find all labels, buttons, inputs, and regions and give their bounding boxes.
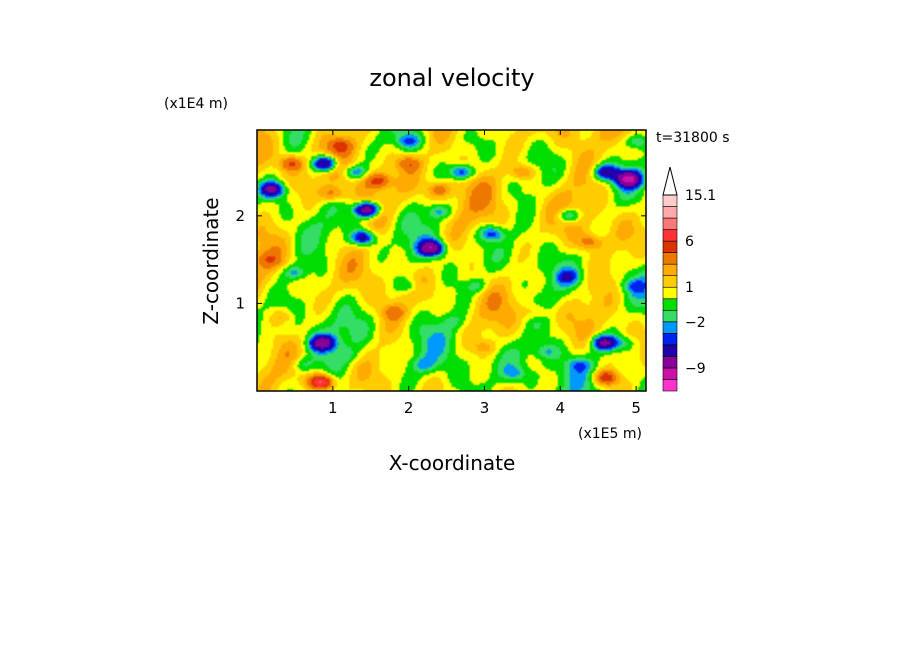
time-label: t=31800 s: [656, 130, 730, 146]
colorbar-tick-label: 15.1: [685, 188, 716, 204]
y-tick-label: 1: [235, 294, 245, 312]
colorbar-swatch: [662, 217, 678, 230]
colorbar-swatch: [662, 229, 678, 242]
x-ticks: 1 2 3 4 5: [328, 130, 641, 417]
colorbar-swatch: [662, 321, 678, 334]
x-tick-label: 4: [556, 399, 566, 417]
colorbar-swatch: [662, 298, 678, 311]
x-tick-label: 5: [631, 399, 641, 417]
colorbar-swatch: [662, 367, 678, 380]
x-tick-label: 2: [404, 399, 414, 417]
colorbar-swatch: [662, 379, 678, 392]
colorbar-swatch: [662, 286, 678, 300]
velocity-field: [257, 130, 646, 391]
x-unit-label: (x1E5 m): [578, 426, 642, 442]
colorbar-swatch: [662, 333, 678, 346]
colorbar-swatch: [662, 356, 678, 369]
colorbar-swatch: [662, 194, 678, 207]
colorbar-tick-label: −9: [685, 361, 706, 377]
y-ticks: 12: [235, 207, 646, 312]
colorbar-swatch: [662, 252, 678, 265]
x-axis-label: X-coordinate: [389, 451, 516, 475]
plot-frame: [256, 129, 647, 392]
x-tick-label: 1: [328, 399, 338, 417]
colorbar-swatch: [662, 344, 678, 357]
y-axis-label: Z-coordinate: [199, 197, 223, 324]
colorbar-swatch: [662, 309, 678, 323]
colorbar-tick-label: 6: [685, 234, 694, 250]
colorbar-max-arrow: [662, 166, 678, 196]
colorbar-swatch: [662, 275, 678, 288]
y-unit-label: (x1E4 m): [164, 96, 228, 112]
chart-title: zonal velocity: [369, 64, 534, 92]
colorbar: 15.1 6 1 −2 −9: [662, 166, 716, 392]
colorbar-tick-label: 1: [685, 280, 694, 296]
x-tick-label: 3: [480, 399, 490, 417]
colorbar-swatch: [662, 206, 678, 219]
colorbar-tick-label: −2: [685, 315, 706, 331]
y-tick-label: 2: [235, 207, 245, 225]
colorbar-swatch: [662, 240, 678, 253]
colorbar-swatch: [662, 263, 678, 277]
